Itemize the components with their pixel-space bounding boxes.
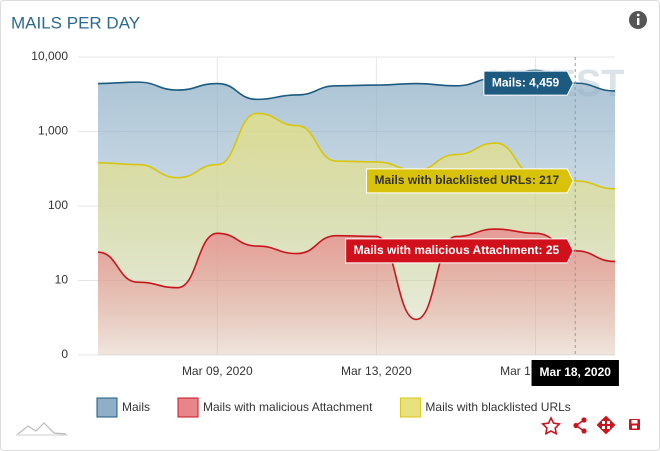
x-tick-label: Mar 13, 2020 <box>341 364 412 378</box>
date-label-box <box>531 360 619 386</box>
tooltip-box <box>483 70 574 96</box>
y-tick-label: 100 <box>48 198 68 212</box>
tooltip: Mails with blacklisted URLs: 217 <box>365 168 574 194</box>
mini-logo <box>16 422 68 436</box>
date-label-text: Mar 18, 2020 <box>540 365 612 379</box>
legend-label: Mails <box>122 400 150 414</box>
legend-swatch <box>177 397 199 418</box>
tooltip-box <box>345 238 574 264</box>
tooltip: Mails: 4,459 <box>483 70 574 96</box>
tooltip-text: Mails with malicious Attachment: 25 <box>354 243 560 257</box>
legend-swatch <box>96 397 118 418</box>
date-label: Mar 18, 2020 <box>531 360 619 386</box>
share-icon[interactable] <box>573 417 587 434</box>
chart-title: MAILS PER DAY <box>11 13 140 32</box>
y-tick-label: 1,000 <box>38 124 68 138</box>
move-icon[interactable] <box>596 415 616 435</box>
legend-swatch <box>399 397 421 418</box>
tooltip-box <box>365 168 574 194</box>
legend-label: Mails with blacklisted URLs <box>425 400 570 414</box>
y-tick-label: 0 <box>61 347 68 361</box>
line <box>97 228 616 321</box>
tooltip-text: Mails with blacklisted URLs: 217 <box>374 173 559 187</box>
star-icon[interactable] <box>540 416 562 436</box>
y-tick-label: 10 <box>55 273 69 287</box>
tooltip: Mails with malicious Attachment: 25 <box>345 238 574 264</box>
legend-label: Mails with malicious Attachment <box>203 400 373 414</box>
save-icon[interactable] <box>629 419 640 430</box>
tooltip-text: Mails: 4,459 <box>492 75 560 89</box>
x-tick-label: Mar 09, 2020 <box>182 364 253 378</box>
y-tick-label: 10,000 <box>31 49 68 63</box>
info-icon[interactable] <box>629 11 647 29</box>
